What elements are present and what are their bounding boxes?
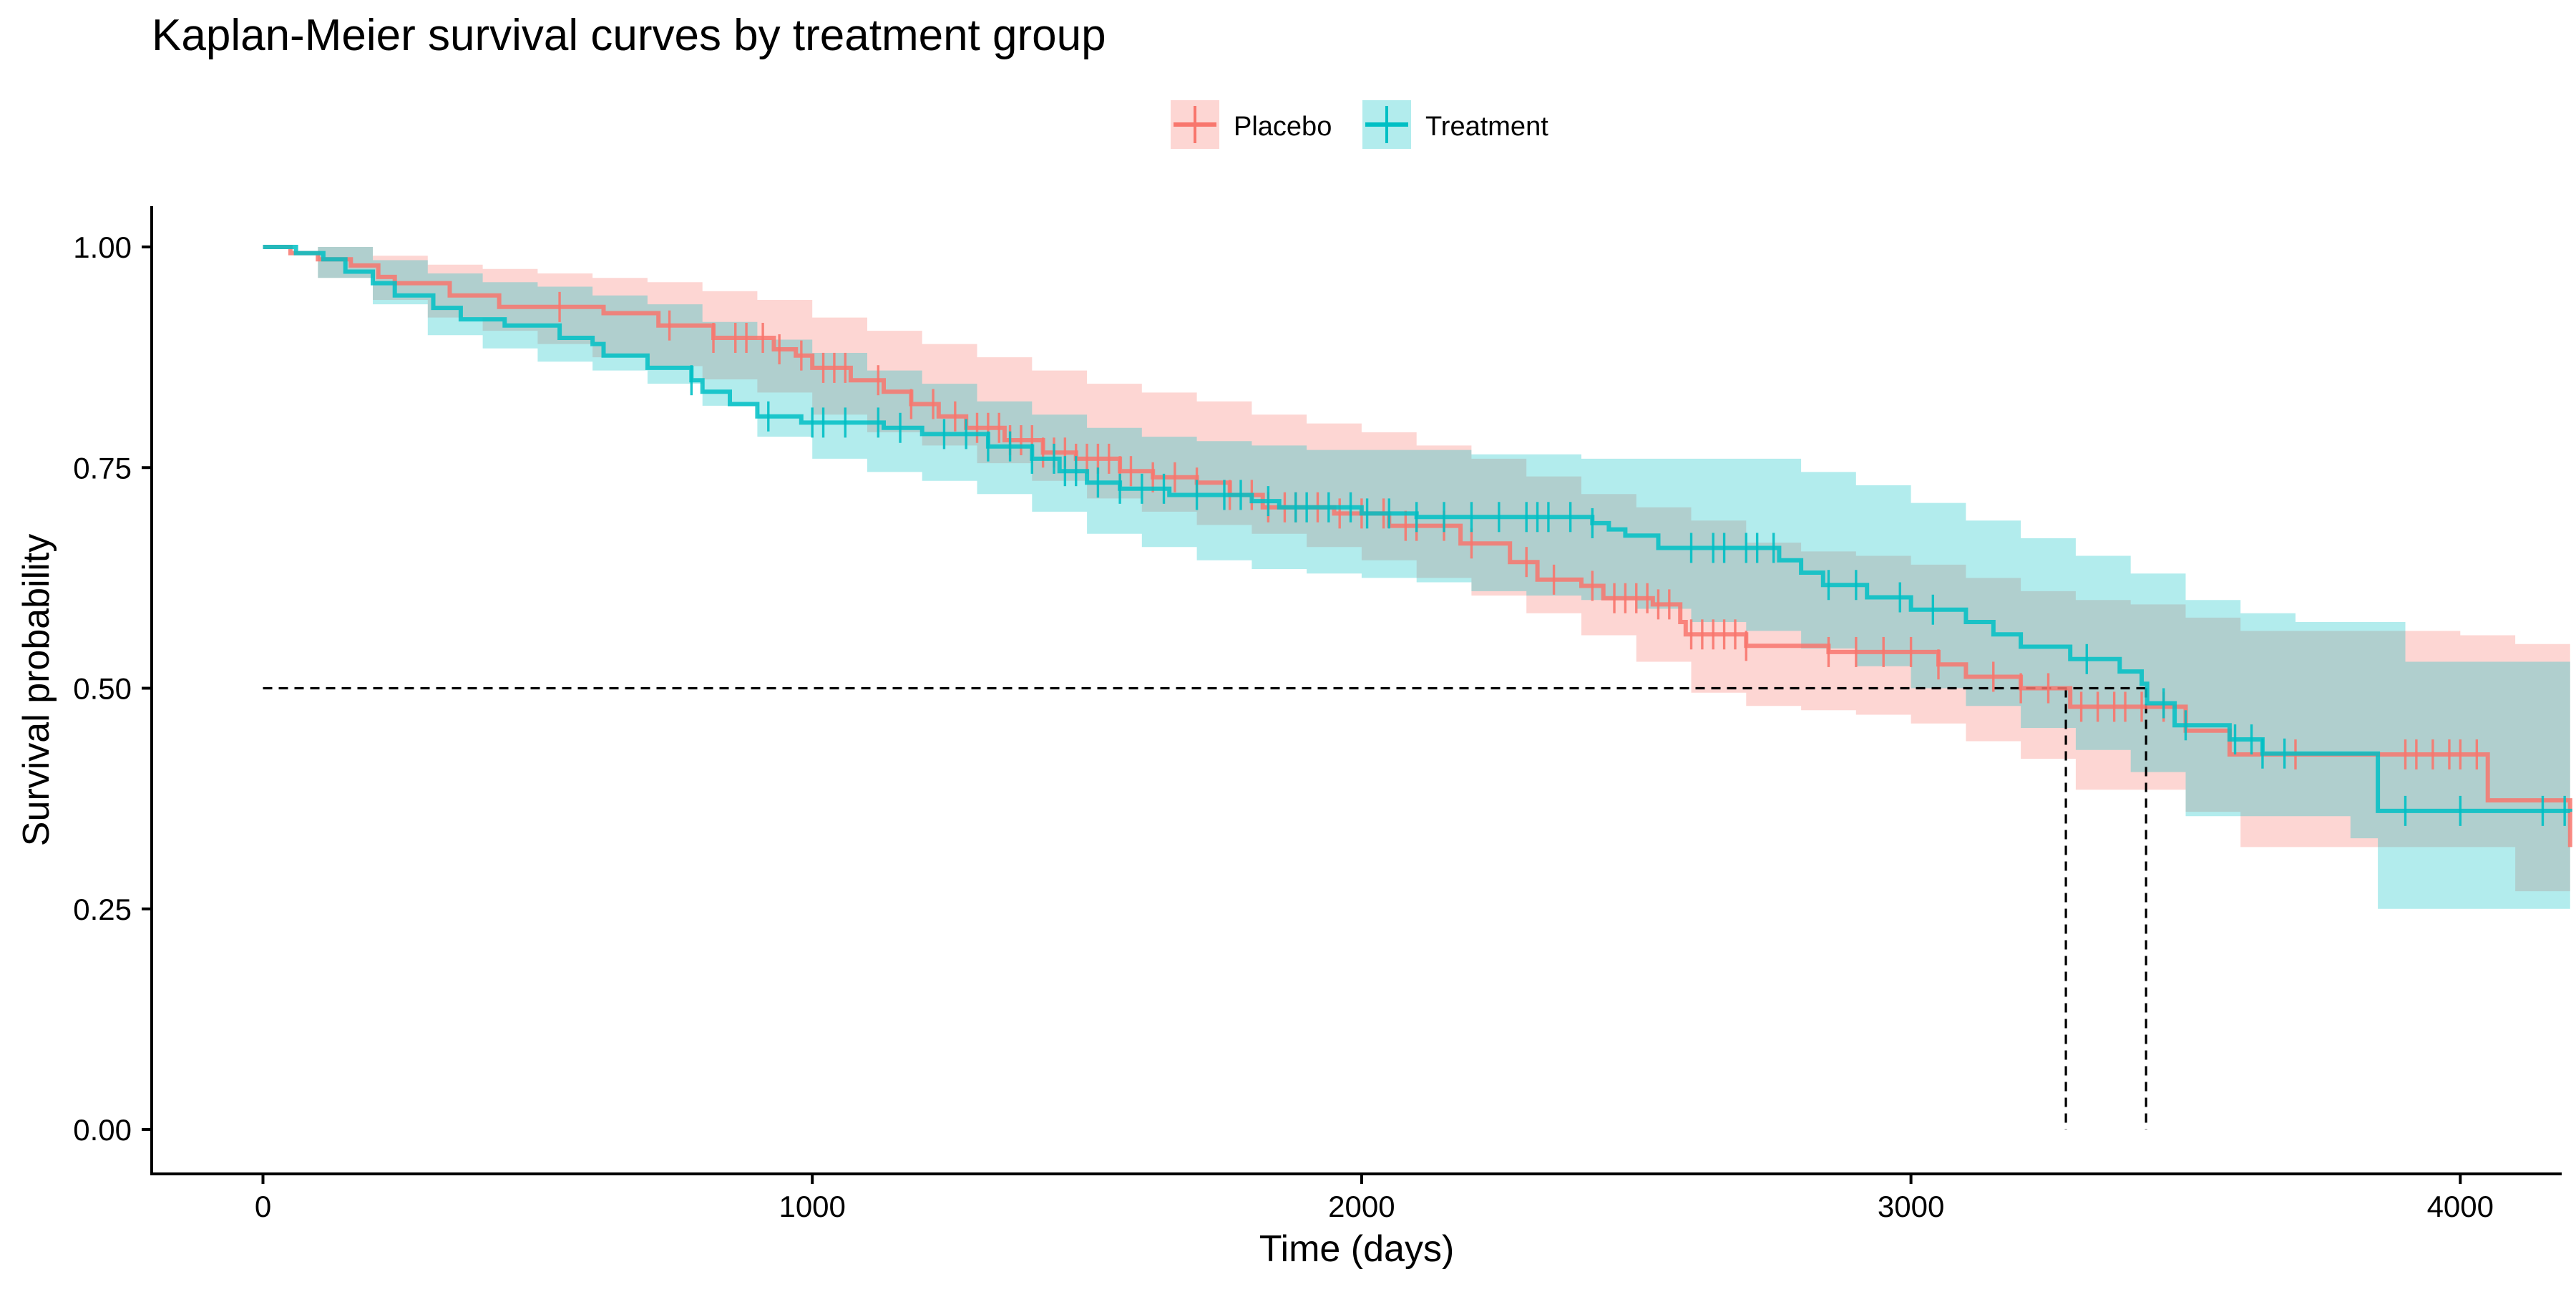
x-tick-label: 1000 (779, 1190, 845, 1223)
y-tick-label: 1.00 (73, 230, 132, 264)
y-tick-label: 0.25 (73, 893, 132, 926)
y-tick-label: 0.50 (73, 672, 132, 706)
y-tick-label: 0.00 (73, 1113, 132, 1147)
survival-curve-treatment (263, 245, 2572, 813)
x-tick-label: 3000 (1878, 1190, 1944, 1223)
axes: 0 1000 2000 3000 4000 0.00 0.25 0.50 0.75 1.00 Tim… (16, 206, 2562, 1270)
x-tick-label: 2000 (1328, 1190, 1395, 1223)
legend-key-treatment (1362, 100, 1411, 149)
y-axis-label: Survival probability (16, 534, 57, 846)
legend: Placebo Treatment (1171, 100, 1548, 149)
legend-label-placebo: Placebo (1234, 112, 1332, 142)
legend-label-treatment: Treatment (1425, 112, 1548, 142)
x-tick-label: 4000 (2427, 1190, 2494, 1223)
ci-band-treatment (263, 247, 2570, 909)
x-axis-label: Time (days) (1259, 1228, 1455, 1270)
legend-key-placebo (1171, 100, 1219, 149)
chart-title: Kaplan-Meier survival curves by treatmen… (152, 11, 1106, 60)
series-placebo (263, 245, 2572, 847)
series-treatment (263, 245, 2572, 826)
x-tick-label: 0 (255, 1190, 271, 1223)
confidence-bands (263, 247, 2570, 953)
y-tick-label: 0.75 (73, 451, 132, 485)
median-reference-lines (263, 686, 2147, 1130)
